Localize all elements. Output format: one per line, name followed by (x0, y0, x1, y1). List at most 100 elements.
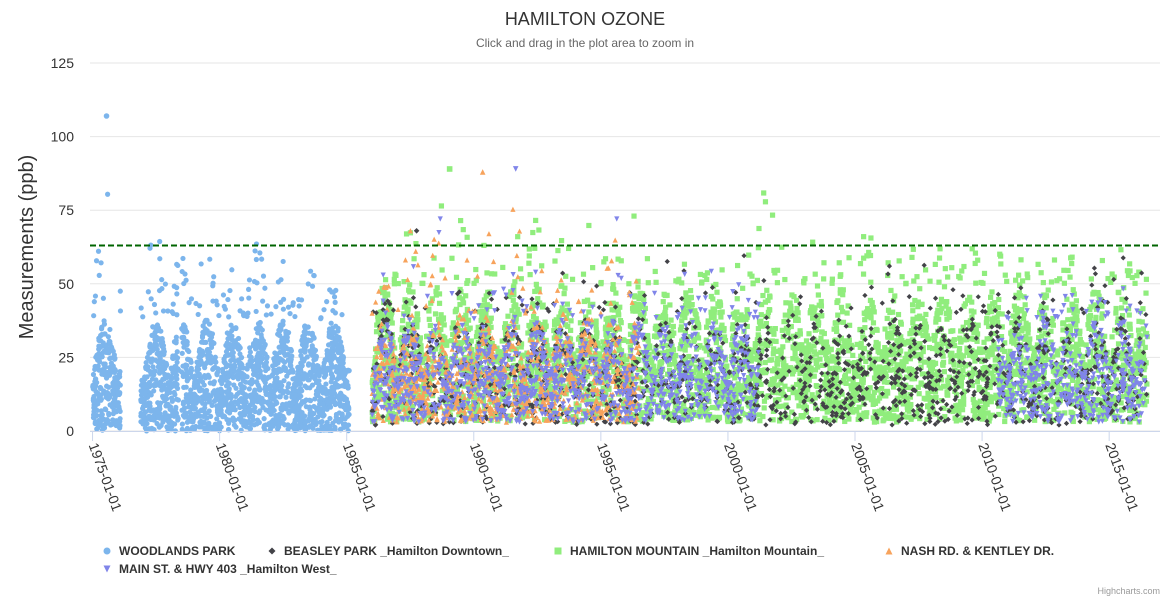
data-point (405, 321, 411, 327)
data-point (867, 297, 874, 304)
data-point (948, 351, 955, 357)
data-point (311, 335, 317, 341)
data-point (286, 408, 292, 414)
data-point (338, 359, 344, 366)
data-point (326, 399, 332, 405)
chart-subtitle: Click and drag in the plot area to zoom … (476, 36, 694, 50)
data-point (206, 420, 212, 426)
data-point (165, 418, 171, 424)
data-point (1025, 274, 1031, 281)
data-point (449, 255, 455, 261)
data-point (220, 398, 226, 404)
data-point (593, 318, 599, 324)
data-point (299, 388, 305, 394)
data-point (275, 417, 281, 423)
data-point (278, 339, 285, 345)
data-point (280, 402, 287, 409)
data-point (662, 309, 668, 315)
data-point (174, 312, 180, 318)
data-point (190, 405, 196, 412)
data-point (1129, 274, 1135, 281)
data-point (464, 234, 470, 240)
data-point (317, 401, 323, 407)
data-point (181, 384, 187, 390)
data-point (192, 396, 198, 402)
data-point (101, 368, 107, 374)
data-point (292, 313, 298, 320)
data-point (207, 256, 213, 262)
data-point (171, 283, 177, 289)
data-point (662, 292, 668, 299)
plot-area[interactable] (90, 113, 1150, 434)
data-point (281, 359, 288, 365)
data-point (170, 368, 176, 374)
data-point (198, 261, 204, 267)
data-point (208, 393, 214, 399)
data-point (272, 350, 278, 356)
data-point (291, 395, 297, 401)
data-point (391, 281, 397, 287)
data-point (1048, 279, 1055, 285)
data-point (139, 378, 146, 384)
data-point (157, 256, 163, 262)
data-point (160, 308, 167, 314)
data-point (180, 363, 186, 369)
data-point (1132, 280, 1138, 286)
data-point (527, 272, 533, 278)
data-point (296, 303, 302, 309)
data-point (586, 309, 592, 315)
data-point (148, 370, 154, 377)
data-point (974, 331, 981, 337)
data-point (251, 389, 257, 395)
data-point (183, 395, 189, 401)
data-point (692, 308, 698, 314)
data-point (938, 296, 945, 302)
data-point (94, 420, 100, 426)
data-point (617, 318, 624, 324)
data-point (255, 330, 261, 336)
data-point (200, 352, 206, 358)
data-point (173, 334, 179, 340)
data-point (214, 372, 220, 378)
data-point (100, 295, 106, 301)
data-point (262, 342, 268, 349)
data-point (214, 403, 220, 409)
data-point (150, 364, 156, 370)
data-point (323, 388, 329, 394)
data-point (220, 292, 227, 298)
data-point (156, 359, 162, 366)
data-point (505, 313, 511, 319)
data-point (1140, 306, 1146, 312)
data-point (155, 414, 161, 420)
y-tick-label: 100 (51, 129, 75, 145)
data-point (645, 280, 651, 286)
data-point (307, 369, 313, 375)
data-point (1136, 318, 1142, 324)
data-point (884, 315, 890, 322)
data-point (309, 410, 315, 416)
data-point (998, 261, 1004, 267)
data-point (382, 277, 389, 283)
data-point (180, 401, 186, 407)
data-point (660, 299, 666, 305)
data-point (301, 346, 307, 352)
data-point (276, 327, 282, 333)
data-point (243, 395, 249, 401)
data-point (117, 288, 123, 294)
data-point (299, 338, 305, 344)
data-point (735, 381, 741, 387)
data-point (224, 362, 230, 368)
data-point (162, 410, 168, 416)
data-point (187, 370, 194, 376)
data-point (774, 361, 781, 367)
data-point (256, 363, 262, 369)
data-point (813, 383, 819, 389)
data-point (321, 307, 327, 313)
data-point (618, 258, 624, 264)
data-point (536, 227, 542, 233)
data-point (216, 312, 222, 319)
data-point (117, 369, 123, 375)
data-point (200, 400, 206, 406)
data-point (221, 370, 227, 376)
